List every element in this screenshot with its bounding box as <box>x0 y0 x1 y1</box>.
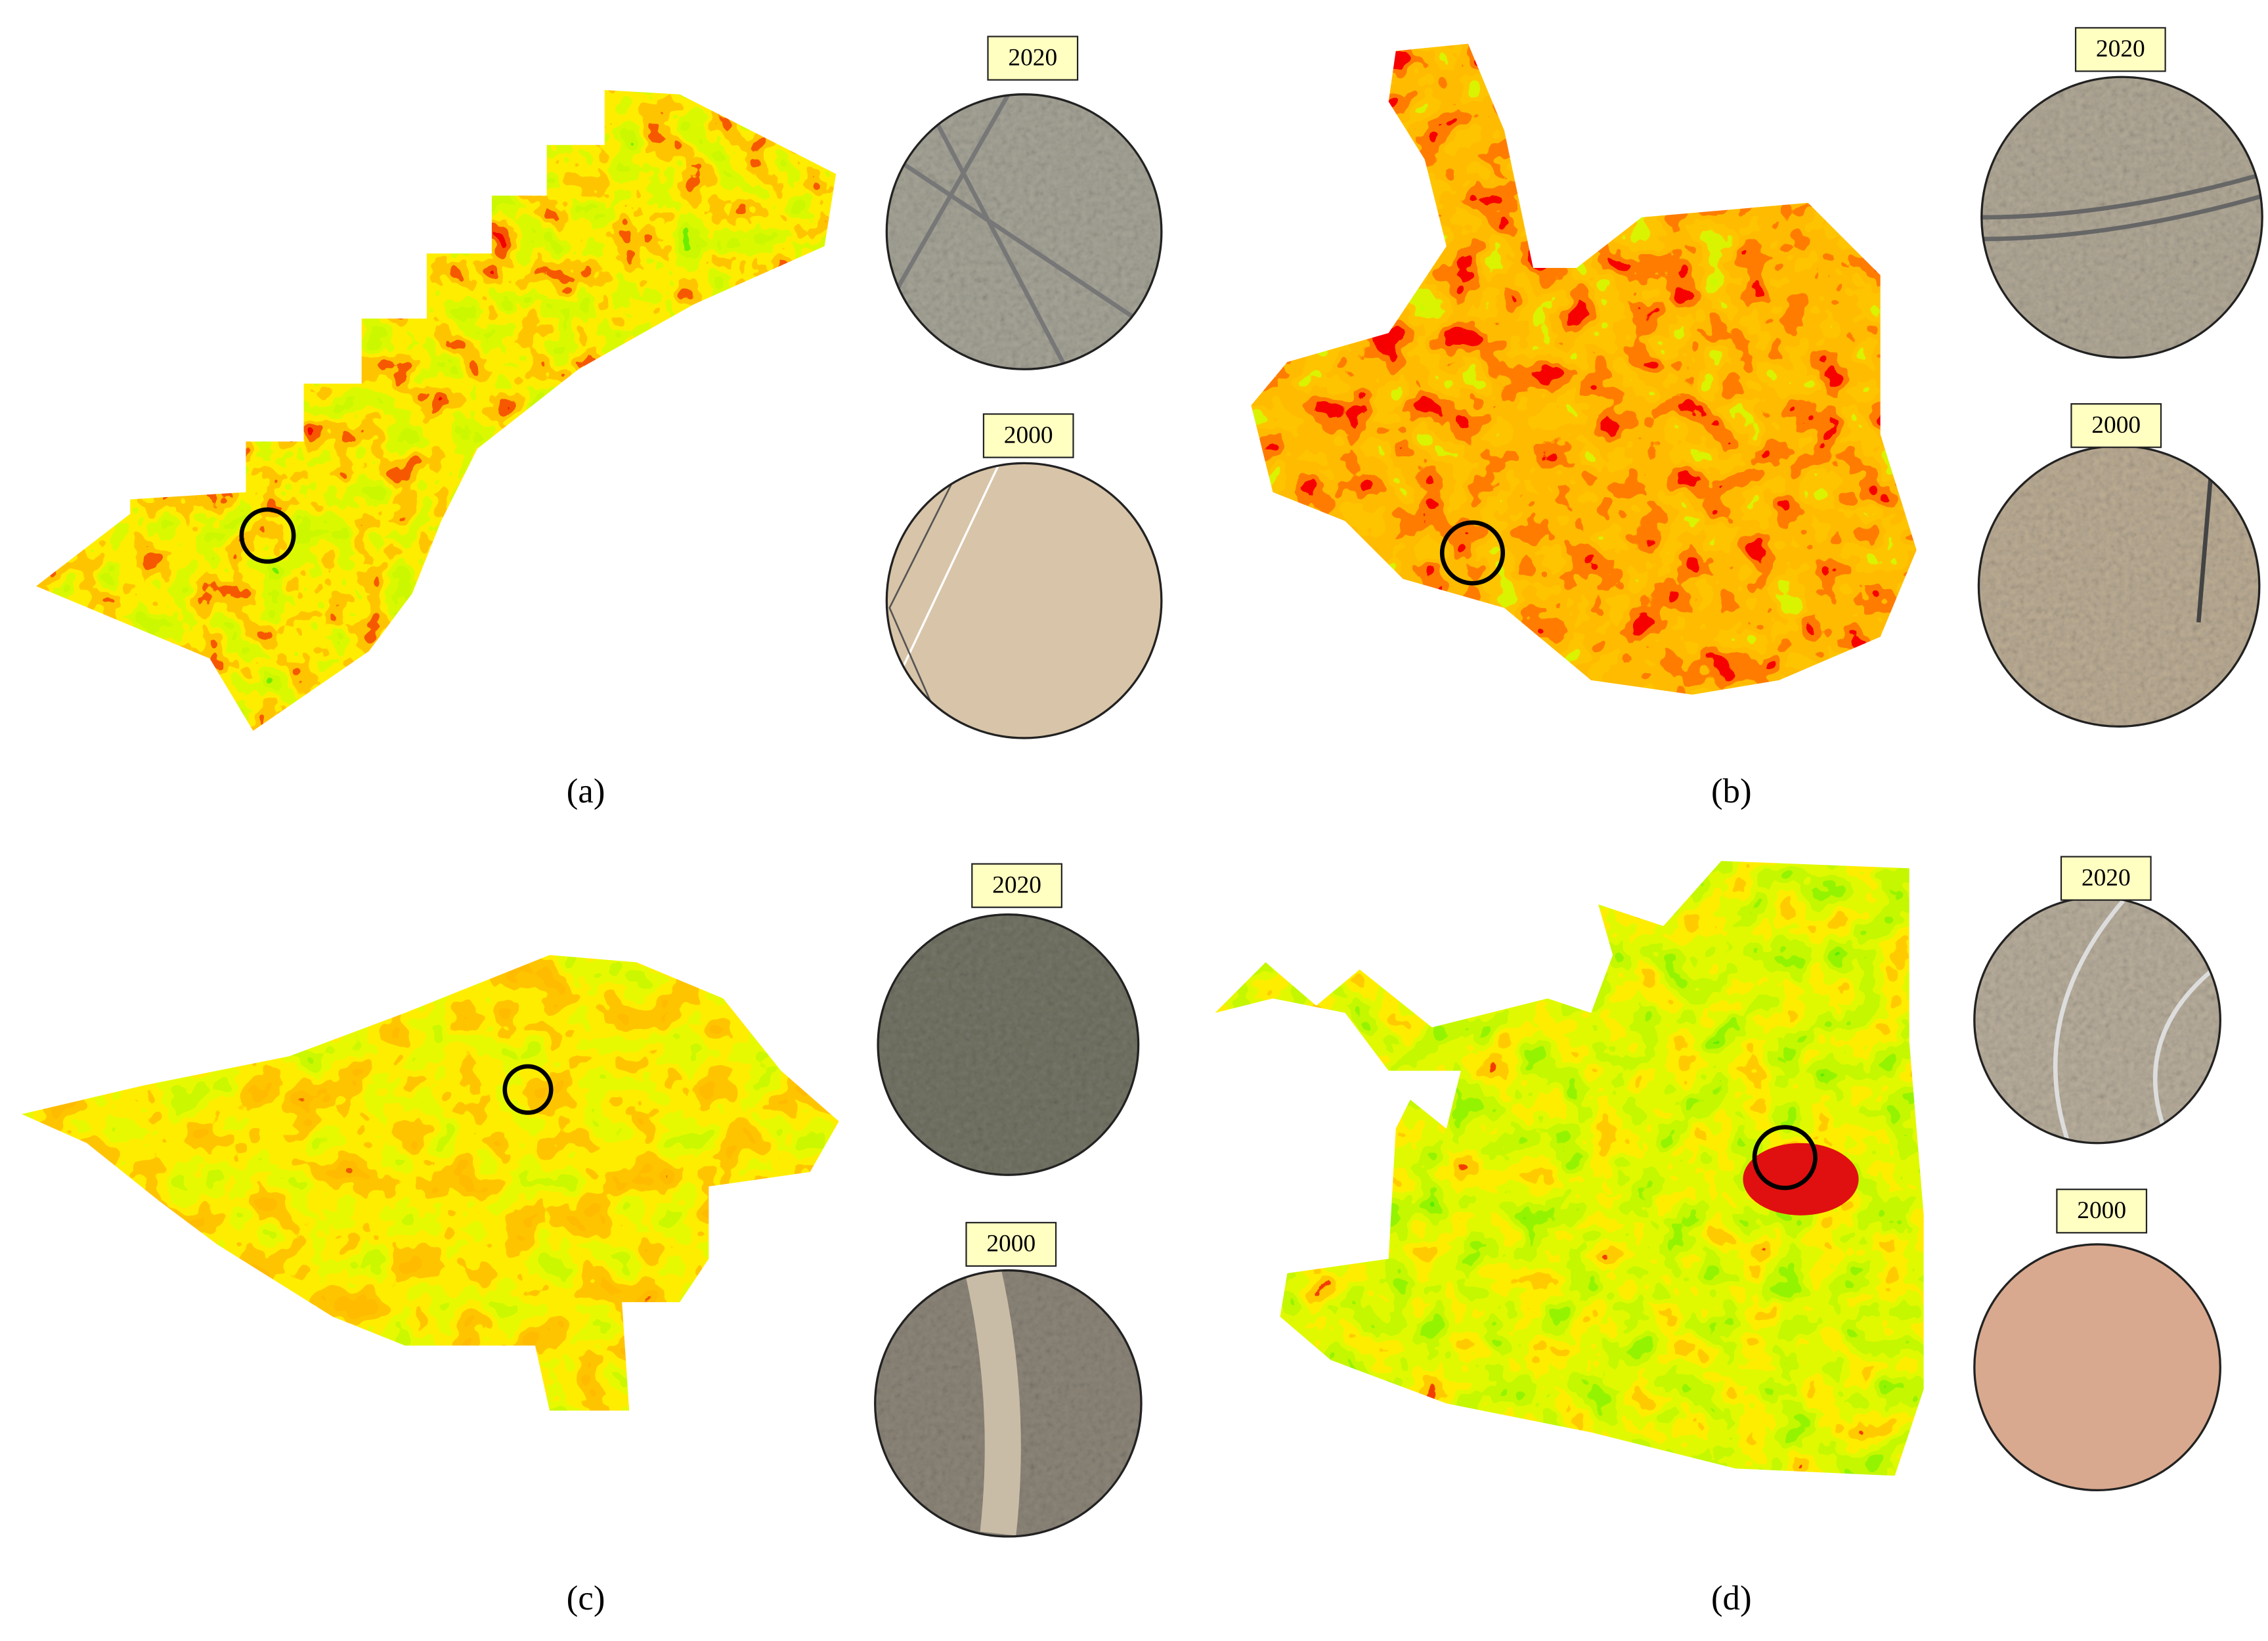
panel-label: (c) <box>567 1579 605 1617</box>
highlight-ring <box>1439 520 1506 586</box>
inset-photo <box>886 94 1162 370</box>
panel-label: (a) <box>567 772 605 810</box>
inset-photo <box>875 1270 1142 1537</box>
year-label: 2000 <box>986 1231 1036 1258</box>
inset-border <box>885 93 1163 370</box>
map-c <box>22 955 839 1411</box>
year-label: 2020 <box>2082 864 2131 891</box>
highlight-ring <box>1752 1125 1818 1191</box>
inset-border <box>877 913 1140 1176</box>
year-label: 2020 <box>1008 44 1057 71</box>
year-label: 2000 <box>1004 422 1053 449</box>
inset-border <box>885 462 1163 739</box>
inset-photo <box>1974 897 2221 1143</box>
inset-border <box>874 1269 1143 1538</box>
year-box <box>971 863 1062 908</box>
inset-photo <box>1978 445 2259 727</box>
year-box <box>982 413 1074 458</box>
inset-border <box>1980 76 2263 359</box>
year-box <box>2060 856 2152 901</box>
highlight-ring <box>239 507 296 564</box>
year-label: 2000 <box>2091 412 2141 439</box>
year-box <box>2070 403 2162 449</box>
inset-photo <box>878 914 1139 1175</box>
year-label: 2020 <box>992 871 1041 898</box>
inset-photo <box>1981 77 2263 358</box>
inset-border <box>1973 1243 2221 1492</box>
year-box <box>2056 1189 2148 1234</box>
map-a <box>36 90 837 731</box>
year-box <box>965 1221 1057 1267</box>
map-b <box>1251 43 1917 695</box>
year-label: 2020 <box>2096 35 2145 62</box>
inset-photo <box>1974 1244 2221 1491</box>
year-box <box>987 35 1079 81</box>
map-d <box>1215 861 1924 1476</box>
year-box <box>2074 27 2166 72</box>
inset-photo <box>886 463 1162 738</box>
panel-label: (d) <box>1711 1579 1752 1617</box>
highlight-ring <box>502 1064 554 1115</box>
year-label: 2000 <box>2077 1197 2126 1224</box>
panel-label: (b) <box>1711 772 1752 810</box>
